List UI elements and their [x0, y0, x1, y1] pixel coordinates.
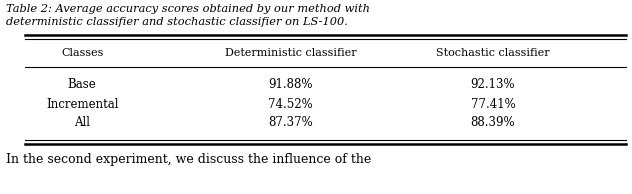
Text: Base: Base: [68, 79, 97, 92]
Text: 87.37%: 87.37%: [269, 115, 313, 128]
Text: Classes: Classes: [61, 48, 104, 58]
Text: 88.39%: 88.39%: [471, 115, 515, 128]
Text: 74.52%: 74.52%: [269, 99, 313, 112]
Text: deterministic classifier and stochastic classifier on LS-100.: deterministic classifier and stochastic …: [6, 17, 348, 27]
Text: In the second experiment, we discuss the influence of the: In the second experiment, we discuss the…: [6, 153, 372, 166]
Text: 92.13%: 92.13%: [471, 79, 515, 92]
Text: 77.41%: 77.41%: [471, 99, 515, 112]
Text: 91.88%: 91.88%: [269, 79, 313, 92]
Text: Stochastic classifier: Stochastic classifier: [436, 48, 550, 58]
Text: Table 2: Average accuracy scores obtained by our method with: Table 2: Average accuracy scores obtaine…: [6, 4, 370, 14]
Text: Incremental: Incremental: [46, 99, 118, 112]
Text: Deterministic classifier: Deterministic classifier: [225, 48, 356, 58]
Text: All: All: [74, 115, 90, 128]
